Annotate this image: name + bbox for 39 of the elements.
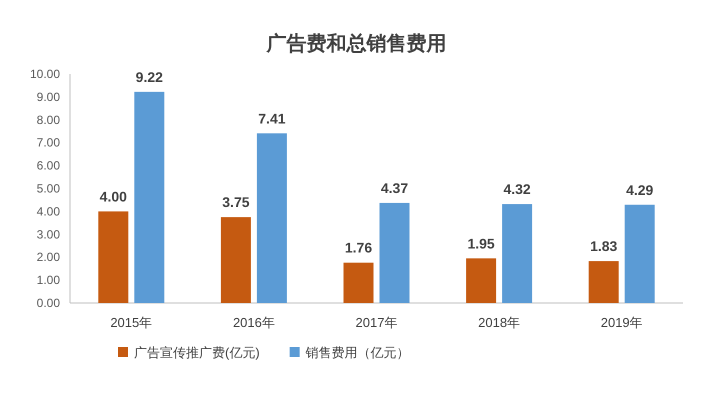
bar	[466, 258, 496, 303]
data-label: 1.83	[590, 238, 618, 254]
x-tick-label: 2017年	[356, 315, 398, 330]
legend-label: 销售费用（亿元）	[304, 345, 410, 360]
data-label: 1.95	[467, 235, 495, 252]
y-tick-label: 8.00	[36, 112, 60, 127]
y-tick-label: 2.00	[36, 250, 60, 264]
x-tick-label: 2019年	[600, 315, 643, 330]
bar	[588, 261, 619, 303]
data-label: 4.29	[626, 182, 654, 198]
y-tick-label: 3.00	[36, 227, 60, 242]
y-tick-label: 0.00	[36, 296, 60, 310]
bar	[256, 133, 287, 303]
y-tick-label: 6.00	[36, 158, 60, 173]
data-label: 9.22	[136, 68, 164, 85]
x-tick-label: 2016年	[232, 315, 275, 330]
y-tick-label: 10.00	[30, 67, 60, 81]
y-tick-label: 4.00	[36, 204, 60, 218]
data-label: 1.76	[344, 240, 372, 256]
bar	[344, 262, 374, 303]
bar	[380, 202, 410, 303]
bar	[98, 211, 128, 303]
data-label: 4.37	[380, 180, 408, 196]
y-tick-label: 9.00	[36, 90, 60, 104]
chart-title: 广告费和总销售费用	[266, 32, 446, 55]
y-tick-label: 5.00	[36, 182, 60, 196]
y-tick-label: 7.00	[36, 136, 60, 150]
bar	[220, 217, 251, 303]
bar	[624, 204, 655, 303]
data-label: 4.00	[100, 188, 128, 204]
data-label: 4.32	[503, 181, 531, 198]
data-label: 7.41	[258, 110, 286, 126]
bar	[134, 92, 164, 303]
x-tick-label: 2018年	[478, 315, 520, 330]
data-label: 3.75	[222, 194, 250, 210]
bar	[502, 204, 532, 303]
x-tick-label: 2015年	[110, 315, 152, 330]
y-tick-label: 1.00	[36, 273, 60, 288]
legend-label: 广告宣传推广费(亿元)	[134, 345, 260, 360]
